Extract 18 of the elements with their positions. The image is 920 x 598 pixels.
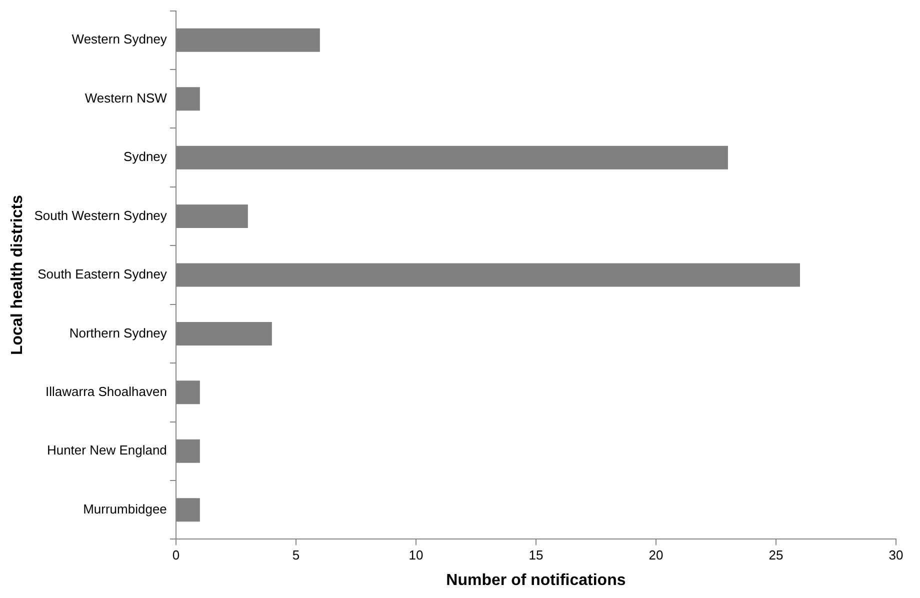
y-tick-label: Illawarra Shoalhaven	[46, 384, 167, 399]
y-tick-label: Western Sydney	[72, 32, 168, 47]
y-tick-label: Murrumbidgee	[83, 501, 167, 516]
x-tick-label: 5	[292, 548, 300, 563]
x-tick-label: 30	[888, 548, 904, 563]
y-tick-label: South Eastern Sydney	[38, 266, 168, 282]
y-tick-label: Northern Sydney	[69, 325, 168, 340]
x-tick-label: 10	[408, 548, 424, 563]
y-tick-label: Western NSW	[84, 90, 168, 106]
x-axis-title: Number of notifications	[446, 572, 626, 589]
x-tick-label: 25	[768, 548, 784, 563]
x-tick-label: 15	[528, 548, 544, 563]
y-axis-title: Local health districts	[9, 194, 26, 356]
y-tick-label: Sydney	[124, 149, 168, 164]
y-tick-label: South Western Sydney	[34, 208, 168, 223]
x-tick-label: 0	[172, 548, 180, 563]
x-tick-label: 20	[648, 548, 664, 563]
y-tick-label: Hunter New England	[46, 442, 167, 458]
